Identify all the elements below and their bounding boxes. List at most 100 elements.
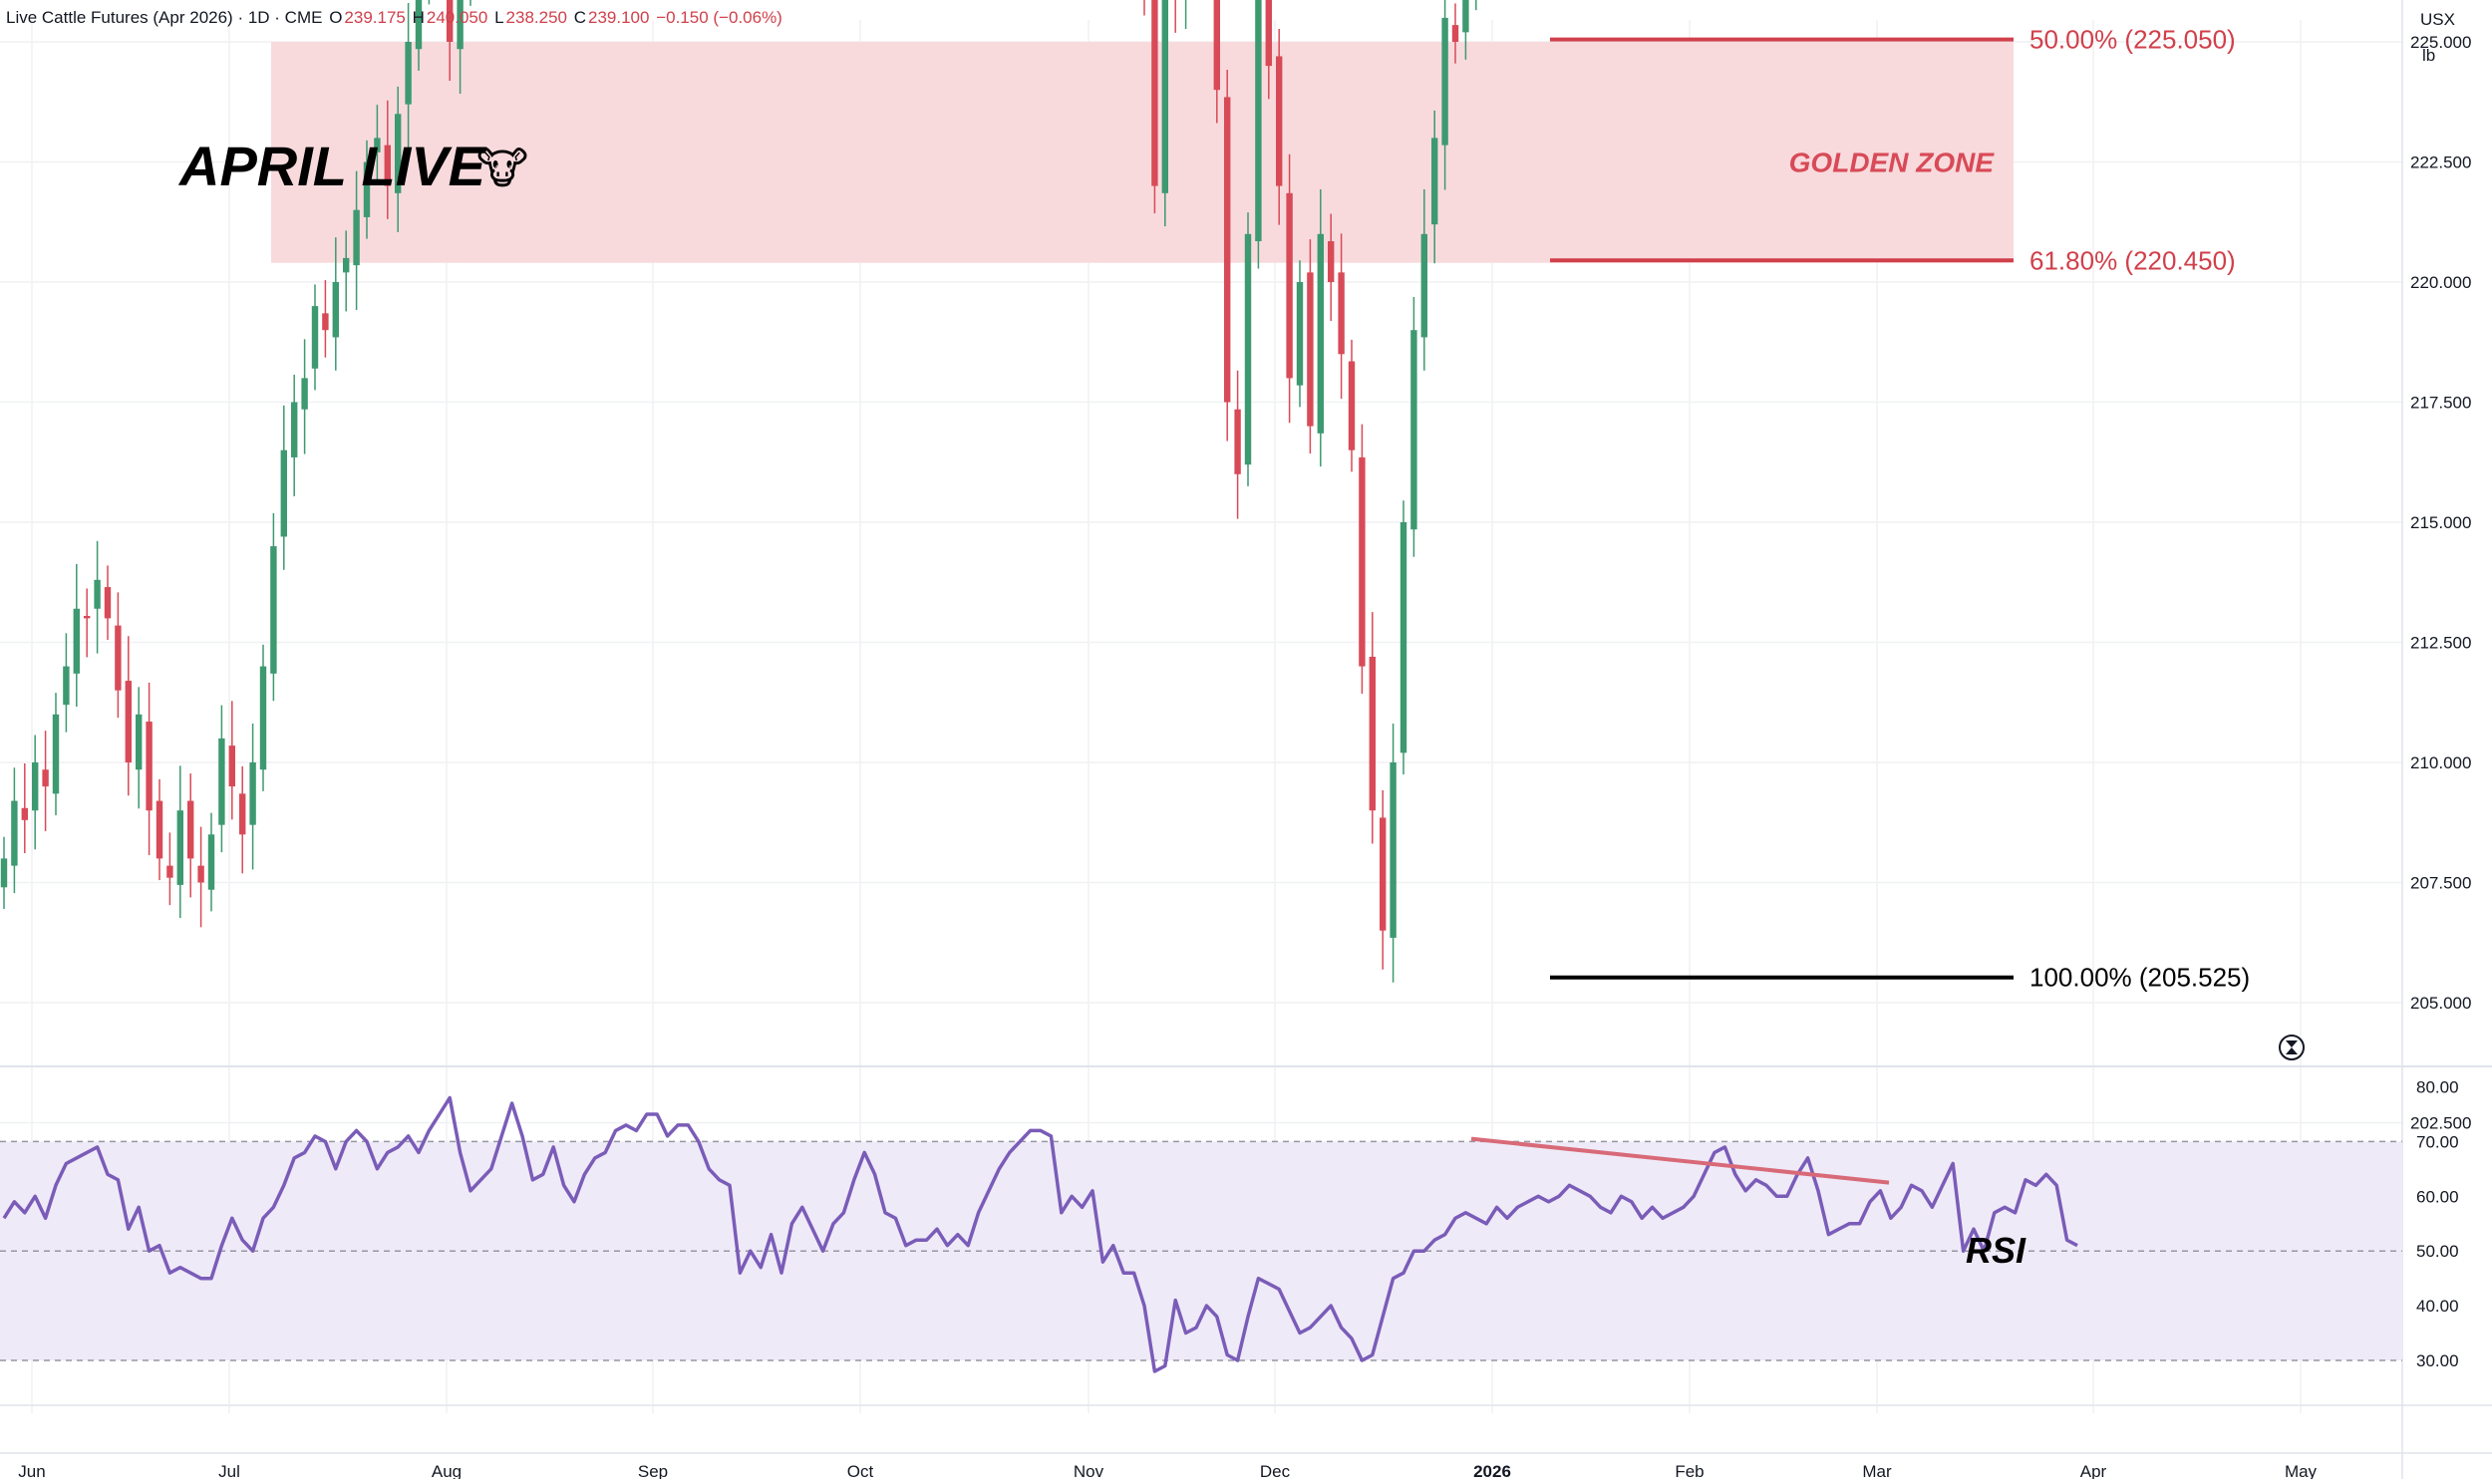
rsi-tick-label: 40.00	[2416, 1297, 2459, 1316]
candle	[332, 282, 339, 338]
candle	[136, 714, 143, 770]
change-value: −0.150 (−0.06%)	[656, 8, 782, 27]
candle	[249, 762, 256, 825]
candle	[322, 313, 329, 331]
candle	[21, 807, 28, 820]
candle	[32, 762, 39, 811]
candle	[197, 865, 204, 883]
candle	[1161, 0, 1168, 193]
candle	[311, 306, 319, 369]
candle	[228, 745, 235, 787]
candle	[395, 114, 402, 193]
candle	[11, 800, 18, 866]
candle	[1348, 361, 1356, 450]
candle	[1265, 0, 1272, 67]
candle	[1380, 817, 1387, 931]
price-tick-label: 207.500	[2410, 874, 2471, 893]
candle	[1390, 762, 1397, 938]
zone-label: GOLDEN ZONE	[1789, 148, 1996, 178]
high-value: 240.050	[426, 8, 488, 27]
price-tick-label: 202.500	[2410, 1114, 2471, 1133]
hourglass-icon	[2279, 1035, 2305, 1060]
price-tick-label: 215.000	[2410, 513, 2471, 532]
price-tick-label: 222.500	[2410, 153, 2471, 172]
unit-label: lb	[2422, 46, 2436, 65]
candle	[1369, 656, 1376, 811]
time-tick-label: Sep	[638, 1462, 668, 1479]
divergence-line	[1470, 1136, 1890, 1185]
rsi-tick-label: 70.00	[2416, 1132, 2459, 1151]
hourglass-icon-shape	[2286, 1040, 2298, 1054]
candle	[1400, 522, 1407, 753]
currency-label: USX	[2420, 10, 2455, 29]
candle	[156, 800, 163, 859]
candle	[0, 858, 8, 888]
cow-icon: 🐮	[476, 145, 528, 193]
candle	[1296, 282, 1304, 386]
candle	[1255, 0, 1262, 242]
candle	[104, 587, 112, 619]
candle	[301, 378, 308, 410]
candle	[187, 800, 194, 859]
candle	[1359, 456, 1366, 667]
candle	[166, 865, 173, 878]
candle	[353, 209, 360, 266]
candle	[115, 625, 122, 691]
candle	[125, 681, 132, 762]
time-tick-label: May	[2285, 1462, 2318, 1479]
price-tick-label: 225.000	[2410, 33, 2471, 52]
candle	[42, 769, 49, 787]
candle	[1224, 97, 1231, 403]
price-tick-label: 210.000	[2410, 753, 2471, 772]
candle	[270, 546, 277, 674]
candle	[73, 608, 80, 674]
candle	[447, 0, 454, 42]
candle	[1451, 25, 1459, 42]
rsi-tick-label: 80.00	[2416, 1078, 2459, 1097]
candle	[1151, 0, 1158, 186]
candle	[415, 0, 423, 50]
candle	[457, 0, 464, 50]
candle	[146, 722, 153, 811]
close-label: C	[573, 8, 587, 27]
time-tick-label: Aug	[432, 1462, 462, 1479]
low-label: L	[494, 8, 504, 27]
candle	[176, 810, 183, 885]
time-tick-label: Apr	[2080, 1462, 2107, 1479]
time-tick-label: Nov	[1074, 1462, 1104, 1479]
candle	[1462, 0, 1469, 33]
candle	[1213, 0, 1220, 91]
time-tick-label: Jul	[218, 1462, 240, 1479]
candle	[1276, 56, 1283, 186]
candle	[384, 145, 391, 186]
candle	[1441, 17, 1448, 146]
candle	[405, 42, 412, 105]
candle	[1244, 233, 1252, 465]
candle	[1234, 409, 1241, 474]
zone-golden-zone	[271, 42, 2014, 263]
open-value: 239.175	[344, 8, 406, 27]
annotation-title: APRIL LIVE	[177, 135, 487, 197]
candle	[1410, 330, 1417, 530]
time-tick-label: 2026	[1473, 1462, 1511, 1479]
candle	[363, 161, 371, 217]
candle	[1307, 272, 1314, 427]
candle	[1328, 241, 1335, 282]
candle	[1338, 272, 1345, 355]
price-tick-label: 212.500	[2410, 634, 2471, 653]
time-tick-label: Oct	[847, 1462, 874, 1479]
fib-label: 61.80% (220.450)	[2029, 245, 2236, 275]
rsi-tick-label: 30.00	[2416, 1351, 2459, 1370]
candle	[1420, 233, 1427, 338]
candle	[259, 666, 267, 770]
candle	[374, 138, 381, 152]
candle	[1286, 192, 1293, 379]
candle	[1431, 138, 1438, 225]
open-label: O	[329, 8, 343, 27]
candle	[291, 402, 298, 457]
candle	[94, 579, 101, 609]
price-tick-label: 217.500	[2410, 394, 2471, 413]
time-tick-label: Jun	[18, 1462, 45, 1479]
